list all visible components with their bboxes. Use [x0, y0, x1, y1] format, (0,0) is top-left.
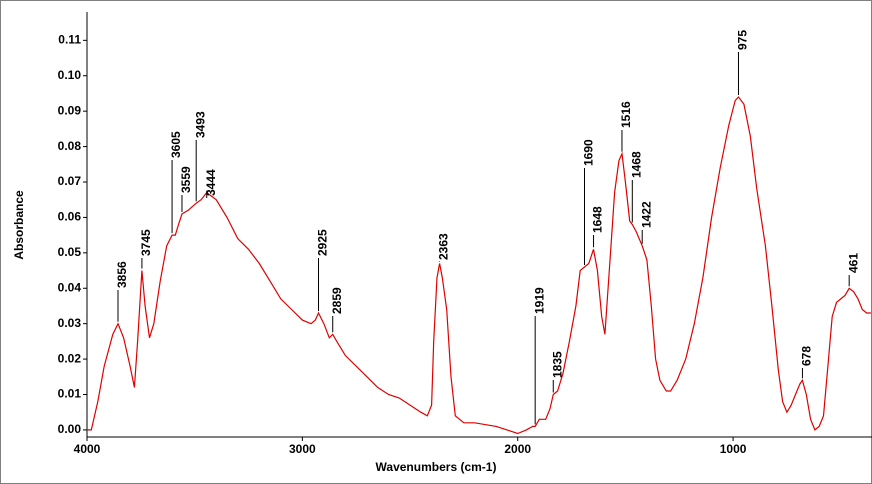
- peak-label: 2859: [330, 287, 344, 314]
- peak-label: 461: [846, 253, 860, 273]
- peak-label: 1690: [582, 139, 596, 166]
- y-tick-label: 0.05: [58, 245, 82, 259]
- peak-label: 1422: [639, 201, 653, 228]
- y-axis-label: Absorbance: [12, 190, 26, 260]
- y-tick-label: 0.06: [58, 210, 82, 224]
- y-tick-label: 0.01: [58, 387, 82, 401]
- peak-label: 3856: [115, 261, 129, 288]
- peak-label: 3605: [169, 131, 183, 158]
- peak-label: 678: [800, 346, 814, 366]
- y-tick-label: 0.04: [58, 280, 82, 294]
- peak-label: 3559: [179, 166, 193, 193]
- peak-label: 1516: [619, 101, 633, 128]
- peak-label: 975: [736, 30, 750, 50]
- y-tick-label: 0.09: [58, 103, 82, 117]
- x-tick-label: 2000: [504, 442, 531, 456]
- x-tick-label: 3000: [289, 442, 316, 456]
- peak-label: 3493: [193, 111, 207, 138]
- x-axis-label: Wavenumbers (cm-1): [376, 460, 497, 474]
- y-tick-label: 0.02: [58, 351, 82, 365]
- spectrum-line: [87, 96, 871, 435]
- peak-label: 3745: [139, 229, 153, 256]
- peak-label: 2925: [316, 229, 330, 256]
- y-tick-label: 0.07: [58, 174, 82, 188]
- y-tick-label: 0.10: [58, 68, 82, 82]
- peak-label: 1648: [591, 206, 605, 233]
- peak-label: 1468: [629, 151, 643, 178]
- peak-label: 1919: [532, 287, 546, 314]
- y-tick-label: 0.11: [58, 33, 81, 47]
- x-tick-label: 1000: [720, 442, 747, 456]
- peak-label: 3444: [204, 169, 218, 196]
- y-tick-label: 0.00: [58, 422, 82, 436]
- y-tick-label: 0.08: [58, 139, 82, 153]
- peak-label: 1835: [550, 351, 564, 378]
- peak-label: 2363: [437, 233, 451, 260]
- y-tick-label: 0.03: [58, 316, 82, 330]
- x-tick-label: 4000: [74, 442, 101, 456]
